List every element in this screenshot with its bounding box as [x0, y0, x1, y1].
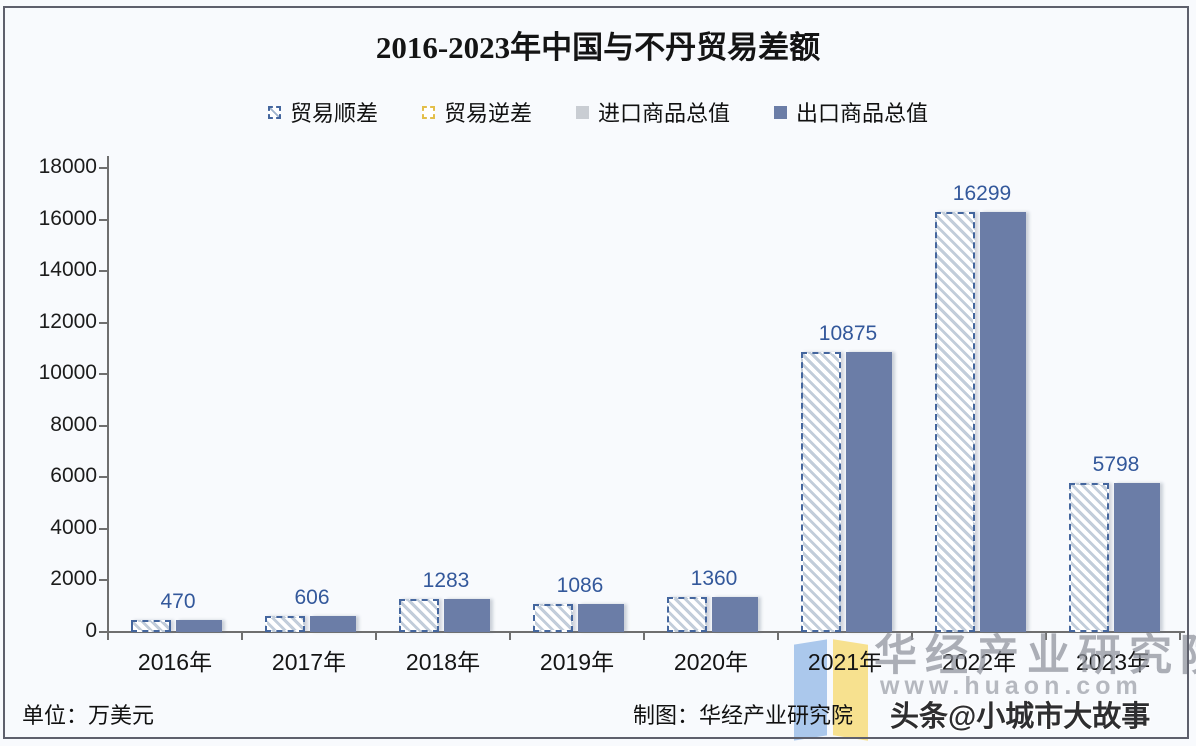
bar-export-total: [980, 212, 1026, 632]
x-axis-label: 2019年: [539, 649, 615, 675]
x-axis-tick: [643, 632, 645, 640]
legend-item-import-total: 进口商品总值: [576, 96, 730, 128]
unit-note: 单位：万美元: [22, 703, 155, 728]
legend: 贸易顺差 贸易逆差 进口商品总值 出口商品总值: [0, 96, 1196, 128]
x-axis-label: 2020年: [673, 649, 749, 675]
chart-title: 2016-2023年中国与不丹贸易差额: [375, 30, 821, 65]
y-axis-tick: [99, 167, 107, 169]
legend-label: 进口商品总值: [598, 101, 731, 126]
x-axis-label: 2023年: [1075, 649, 1151, 675]
bar-export-total: [444, 599, 490, 632]
bar-export-total: [1114, 483, 1160, 632]
x-axis-tick: [107, 632, 109, 640]
bar-trade-surplus: [533, 604, 573, 632]
bar-export-total: [310, 616, 356, 632]
data-label: 10875: [818, 322, 878, 345]
x-axis-tick: [1045, 632, 1047, 640]
x-axis-tick: [911, 632, 913, 640]
data-label: 1360: [690, 567, 738, 590]
y-axis-line: [107, 156, 109, 633]
y-axis-tick: [99, 631, 107, 633]
legend-item-trade-deficit: 贸易逆差: [421, 96, 532, 128]
y-axis-tick: [99, 373, 107, 375]
y-axis-tick: [99, 476, 107, 478]
y-axis-tick: [99, 322, 107, 324]
bar-export-total: [578, 604, 624, 632]
hatched-blue-swatch-icon: [267, 105, 281, 119]
y-axis-tick: [99, 425, 107, 427]
legend-label: 贸易顺差: [289, 101, 378, 126]
data-label: 606: [294, 586, 330, 609]
watermark-social-handle: 头条@小城市大故事: [890, 701, 1151, 733]
hatched-yellow-swatch-icon: [421, 105, 435, 119]
bar-trade-surplus: [131, 620, 171, 632]
y-axis-label: 18000: [38, 155, 97, 178]
y-axis-label: 10000: [38, 361, 97, 384]
data-label: 1086: [556, 574, 604, 597]
credit-note: 制图：华经产业研究院: [633, 703, 854, 728]
legend-item-export-total: 出口商品总值: [774, 96, 928, 128]
data-label: 5798: [1092, 453, 1140, 476]
y-axis-label: 2000: [50, 567, 97, 590]
x-axis-tick: [777, 632, 779, 640]
x-axis-label: 2022年: [941, 649, 1017, 675]
watermark-brand-text: 华经产业研究院: [874, 632, 1196, 680]
y-axis-label: 14000: [38, 258, 97, 281]
blue-swatch-icon: [774, 105, 788, 119]
watermark-brand-url: www.huaon.com: [880, 672, 1143, 700]
bar-trade-surplus: [801, 352, 841, 632]
legend-item-trade-surplus: 贸易顺差: [267, 96, 378, 128]
x-axis-label: 2018年: [405, 649, 481, 675]
y-axis-tick: [99, 270, 107, 272]
y-axis-tick: [99, 528, 107, 530]
gray-swatch-icon: [576, 105, 589, 119]
y-axis-label: 8000: [50, 413, 97, 436]
y-axis-tick: [99, 219, 107, 221]
x-axis-label: 2016年: [137, 649, 213, 675]
y-axis-tick: [99, 579, 107, 581]
bar-export-total: [846, 352, 892, 632]
bar-export-total: [176, 620, 222, 632]
x-axis-line: [107, 631, 1185, 633]
x-axis-tick: [1179, 632, 1181, 640]
bar-trade-surplus: [265, 616, 305, 632]
bar-export-total: [712, 597, 758, 632]
x-axis-label: 2017年: [271, 649, 347, 675]
data-label: 470: [160, 590, 196, 613]
x-axis-tick: [509, 632, 511, 640]
data-label: 16299: [952, 182, 1012, 205]
y-axis-label: 4000: [50, 516, 97, 539]
bar-trade-surplus: [667, 597, 707, 632]
y-axis-label: 6000: [50, 464, 97, 487]
bar-trade-surplus: [1069, 483, 1109, 632]
y-axis-label: 16000: [38, 207, 97, 230]
x-axis-tick: [375, 632, 377, 640]
data-label: 1283: [422, 569, 470, 592]
x-axis-tick: [241, 632, 243, 640]
y-axis-label: 0: [85, 619, 97, 642]
x-axis-label: 2021年: [807, 649, 883, 675]
legend-label: 出口商品总值: [796, 101, 929, 126]
bar-trade-surplus: [399, 599, 439, 632]
bar-trade-surplus: [935, 212, 975, 632]
legend-label: 贸易逆差: [443, 101, 532, 126]
y-axis-label: 12000: [38, 310, 97, 333]
